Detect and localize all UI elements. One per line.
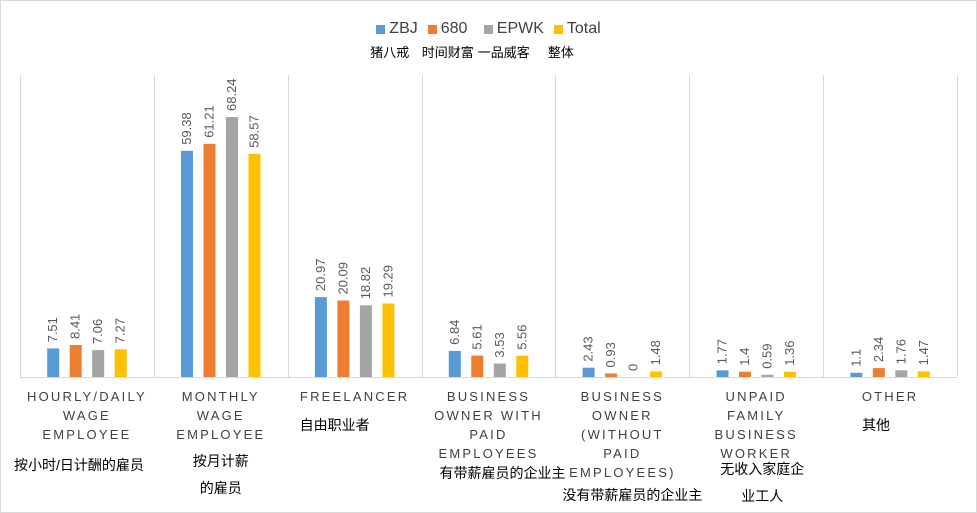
legend-label-cn: 猪八戒 <box>370 45 410 60</box>
category-label: MONTHLY WAGE EMPLOYEE <box>176 389 266 442</box>
bar-total-3 <box>516 355 529 377</box>
data-label: 5.61 <box>469 324 484 349</box>
legend: ZBJ 猪八戒 680 时间财富 EPWK 一品威客 Total 整体 <box>0 20 977 61</box>
category-label-cn: 有带薪雇员的企业主 <box>439 465 566 481</box>
bar-680-4 <box>605 373 618 377</box>
legend-label: 680 <box>440 20 468 37</box>
bar-680-1 <box>203 143 216 377</box>
legend-label: EPWK <box>496 20 544 37</box>
bar-zbj-3 <box>448 350 461 377</box>
data-label: 2.34 <box>871 337 886 362</box>
category-label: UNPAID FAMILY BUSINESS WORKER <box>714 389 798 461</box>
data-label: 0 <box>626 364 641 371</box>
data-label: 0.59 <box>760 343 775 368</box>
data-label: 59.38 <box>179 112 194 145</box>
bar-epwk-0 <box>92 350 105 377</box>
bar-680-3 <box>471 355 484 377</box>
data-label: 3.53 <box>492 332 507 357</box>
data-label: 6.84 <box>447 320 462 345</box>
category-label: FREELANCER <box>299 389 410 404</box>
bar-680-0 <box>69 345 82 377</box>
category-label-cn: 按月计薪 的雇员 <box>192 453 249 496</box>
data-label: 7.06 <box>90 319 105 344</box>
bar-680-5 <box>739 371 751 377</box>
bar-zbj-6 <box>850 372 863 377</box>
legend-label: ZBJ <box>389 20 418 37</box>
bar-total-1 <box>248 153 261 377</box>
bar-epwk-2 <box>359 305 372 377</box>
data-label: 1.47 <box>916 340 931 365</box>
bar-zbj-0 <box>47 348 60 377</box>
data-label: 58.57 <box>247 115 262 148</box>
data-label: 1.4 <box>737 348 752 366</box>
legend-item-zbj: ZBJ 猪八戒 <box>370 20 418 61</box>
data-label: 1.77 <box>715 339 730 364</box>
bar-epwk-1 <box>226 117 238 377</box>
data-label: 7.51 <box>45 317 60 342</box>
legend-item-total: Total 整体 <box>548 20 601 61</box>
bar-zbj-2 <box>314 297 327 377</box>
data-label: 7.27 <box>113 318 128 343</box>
bar-zbj-1 <box>181 150 193 377</box>
bar-total-6 <box>917 371 930 377</box>
data-label: 8.41 <box>68 314 83 339</box>
data-label: 19.29 <box>380 265 395 298</box>
data-label: 1.36 <box>782 340 797 365</box>
bar-total-4 <box>650 371 663 377</box>
bar-zbj-5 <box>716 370 729 377</box>
legend-swatch <box>376 24 386 34</box>
data-label: 61.21 <box>202 105 217 138</box>
data-label: 18.82 <box>358 267 373 300</box>
bar-680-6 <box>872 368 885 377</box>
category-label: OTHER <box>861 389 919 404</box>
data-label: 0.93 <box>603 342 618 367</box>
category-label-cn: 自由职业者 <box>299 417 370 433</box>
bar-zbj-4 <box>582 367 595 377</box>
bar-epwk-3 <box>493 363 506 377</box>
legend-item-epwk: EPWK 一品威客 <box>478 20 544 61</box>
legend-label-cn: 一品威客 <box>477 45 530 60</box>
legend-label-cn: 时间财富 <box>421 45 474 60</box>
bar-total-5 <box>784 371 796 377</box>
category-label-cn: 没有带薪雇员的企业主 <box>562 487 703 503</box>
data-label: 20.09 <box>335 262 350 295</box>
category-label: BUSINESS OWNER (WITHOUT PAID EMPLOYEES) <box>569 389 676 480</box>
data-label: 1.76 <box>893 339 908 364</box>
data-label: 68.24 <box>224 78 239 111</box>
bar-epwk-5 <box>761 374 774 377</box>
bar-total-2 <box>382 303 395 377</box>
legend-label: Total <box>566 20 601 37</box>
legend-swatch <box>553 24 563 34</box>
bar-total-0 <box>114 349 127 377</box>
data-label: 1.1 <box>848 349 863 367</box>
legend-swatch <box>427 24 437 34</box>
data-label: 20.97 <box>313 259 328 292</box>
legend-label-cn: 整体 <box>547 45 574 60</box>
bar-epwk-6 <box>895 370 908 377</box>
data-label: 2.43 <box>581 336 596 361</box>
category-label: HOURLY/DAILY WAGE EMPLOYEE <box>27 389 147 442</box>
legend-item-680: 680 时间财富 <box>422 20 474 61</box>
category-label-cn: 其他 <box>862 417 891 433</box>
legend-swatch <box>483 24 493 34</box>
category-label: BUSINESS OWNER WITH PAID EMPLOYEES <box>434 389 543 461</box>
data-label: 1.48 <box>648 340 663 365</box>
category-label-cn: 按小时/日计酬的雇员 <box>13 457 144 473</box>
category-label-cn: 无收入家庭企 业工人 <box>720 461 805 504</box>
bar-680-2 <box>337 300 350 377</box>
data-label: 5.56 <box>514 324 529 349</box>
